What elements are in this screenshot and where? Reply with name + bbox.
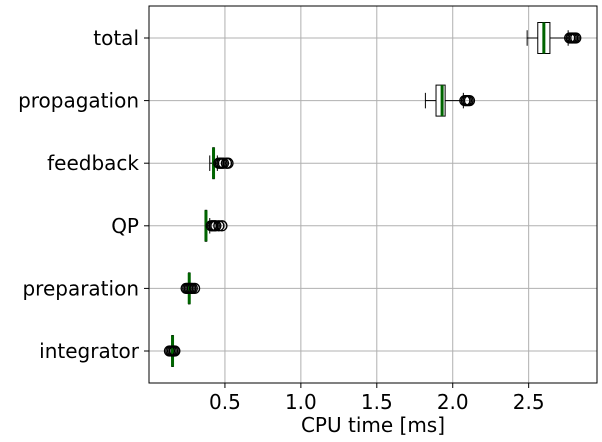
x-tick-label: 1.0 (285, 390, 317, 414)
box-layer (163, 22, 582, 367)
box-preparation (180, 272, 201, 305)
y-tick-label: feedback (47, 151, 139, 175)
y-tick-layer: integrator preparation QP feedback propagati… (18, 26, 149, 363)
flier-point (188, 282, 201, 295)
flier-point (217, 157, 230, 169)
x-tick-label: 0.5 (209, 390, 241, 414)
flier-point (222, 157, 234, 169)
flier-point (216, 220, 228, 232)
box-QP (204, 209, 228, 242)
x-tick-label: 1.5 (361, 390, 393, 414)
y-tick-label: QP (111, 214, 139, 238)
axes-frame (148, 5, 598, 384)
x-tick-label: 2.0 (437, 390, 469, 414)
box-total (526, 22, 582, 54)
x-tick-label: 2.5 (513, 390, 545, 414)
box-iqr (435, 84, 446, 117)
y-tick-label: integrator (39, 339, 140, 363)
x-axis-label: CPU time [ms] (301, 413, 445, 437)
flier-point (169, 345, 181, 357)
box-propagation (424, 84, 476, 117)
box-feedback (209, 147, 234, 180)
flier-point (570, 32, 582, 44)
grid-layer (149, 6, 597, 383)
box-integrator (163, 335, 181, 367)
flier-point (210, 220, 222, 232)
flier-point (213, 220, 225, 232)
y-tick-label: propagation (18, 89, 139, 113)
y-tick-label: total (93, 26, 139, 50)
x-tick-layer: 0.5 1.0 1.5 2.0 2.5 (209, 383, 545, 414)
flier-point (463, 94, 476, 107)
y-tick-label: preparation (22, 276, 139, 300)
